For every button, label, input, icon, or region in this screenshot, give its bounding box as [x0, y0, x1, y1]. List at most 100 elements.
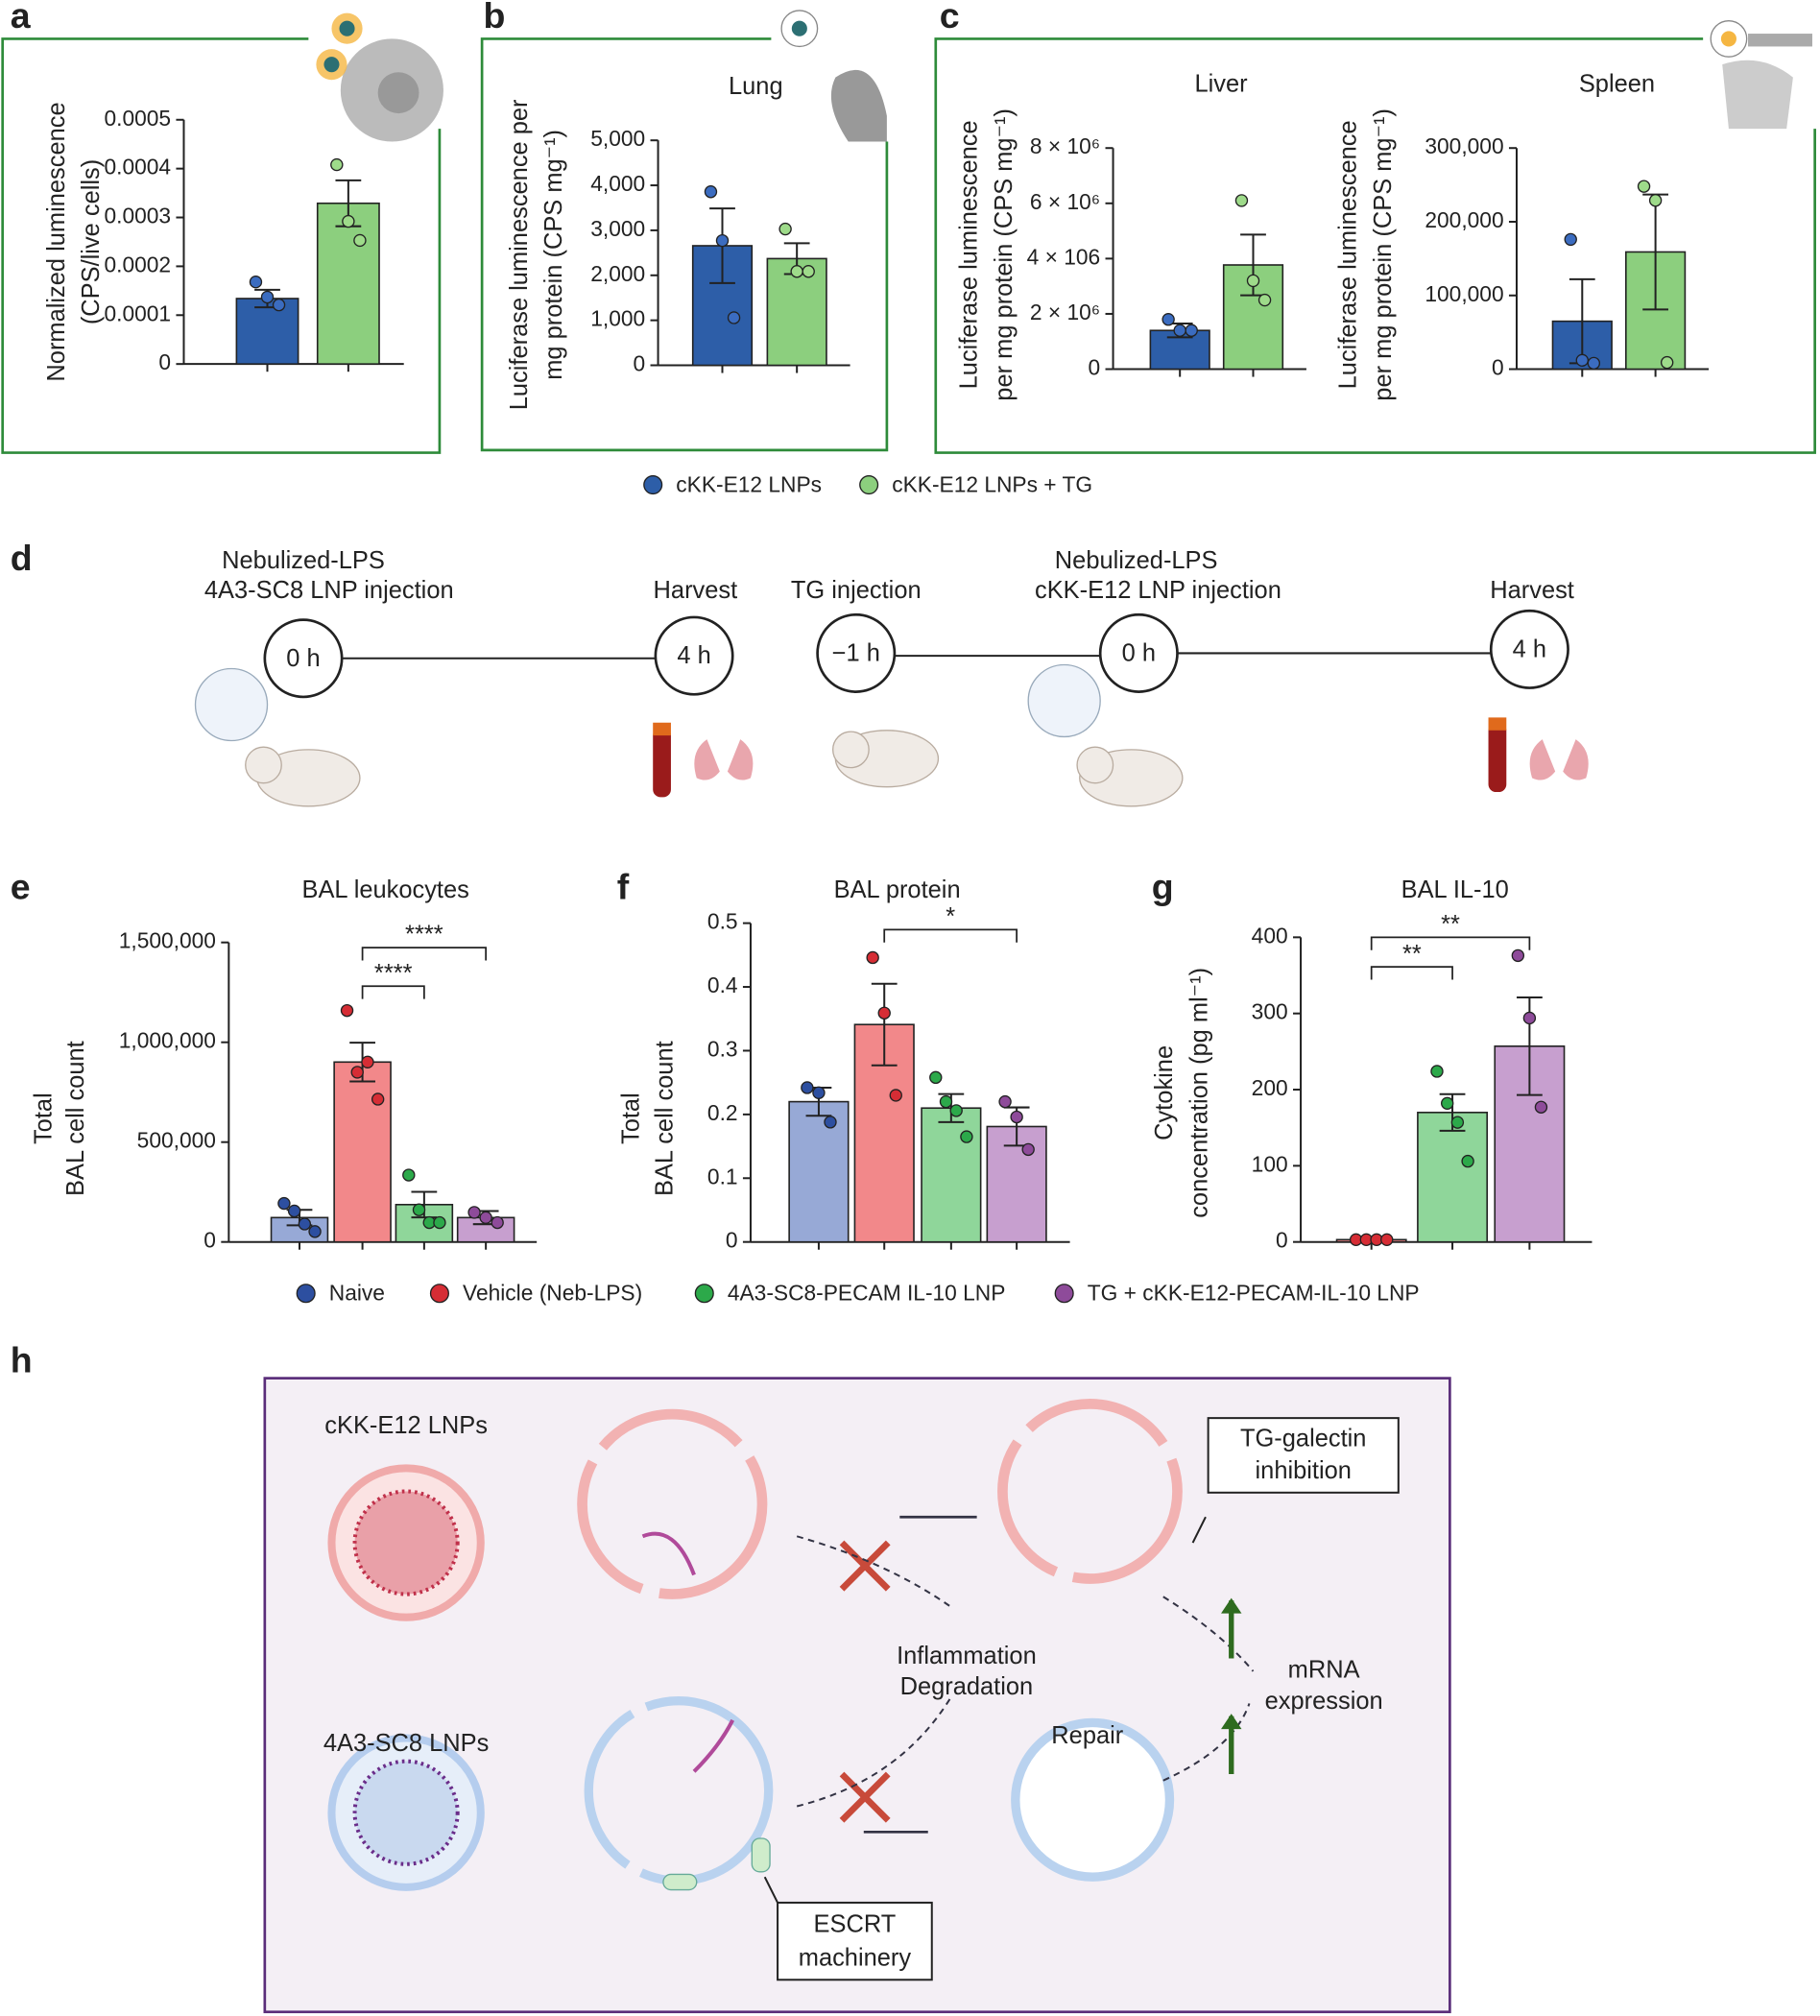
y-tick-label: 0.0003: [104, 204, 171, 228]
panel-label: c: [940, 0, 960, 36]
significance-bracket: [1370, 936, 1531, 950]
data-point: [342, 214, 355, 228]
chart-title: BAL leukocytes: [301, 876, 468, 903]
box-label: machinery: [799, 1945, 912, 1972]
data-point: [330, 157, 344, 172]
box-label: inhibition: [1256, 1457, 1352, 1484]
legend-marker: [1054, 1284, 1074, 1304]
data-point: [277, 1196, 291, 1211]
bar: [788, 1100, 850, 1243]
chart-title: Liver: [1194, 70, 1248, 97]
panel-label: a: [11, 0, 32, 36]
y-tick-label: 1,000: [590, 306, 645, 331]
panel-label: b: [483, 0, 505, 36]
data-point: [812, 1086, 826, 1099]
data-point: [704, 185, 718, 199]
legend-label: cKK-E12 LNPs + TG: [892, 471, 1092, 496]
y-tick-label: 2,000: [590, 261, 645, 286]
data-point: [402, 1168, 416, 1182]
bar: [316, 202, 380, 365]
box-label: TG-galectin: [1240, 1426, 1366, 1452]
panel-label: h: [11, 1339, 33, 1380]
outcome-label: mRNA: [1288, 1657, 1360, 1684]
y-tick-label: 300: [1252, 999, 1288, 1024]
data-point: [1575, 353, 1589, 368]
data-point: [1161, 313, 1175, 326]
data-point: [467, 1206, 481, 1219]
error-bar: [871, 982, 898, 1067]
significance-label: ****: [405, 922, 443, 948]
y-tick-label: 3,000: [590, 216, 645, 241]
data-point: [272, 298, 286, 312]
data-point: [889, 1089, 902, 1102]
data-point: [1637, 180, 1651, 193]
data-point: [491, 1215, 504, 1230]
y-tick-label: 0.0005: [104, 106, 171, 131]
data-point: [1461, 1154, 1474, 1168]
data-point: [1511, 948, 1525, 963]
mechanism-illustration: [327, 1399, 1400, 1981]
data-point: [1564, 232, 1577, 247]
y-tick-label: 0.4: [707, 972, 738, 997]
y-tick-label: 6 × 10⁶: [1030, 189, 1100, 214]
data-point: [412, 1203, 426, 1216]
data-point: [298, 1217, 312, 1231]
data-point: [949, 1104, 963, 1117]
bar: [1149, 329, 1210, 371]
y-tick-label: 0.1: [707, 1164, 738, 1188]
data-point: [1234, 194, 1249, 207]
data-point: [866, 950, 879, 965]
y-tick-label: 400: [1252, 923, 1288, 948]
panel-frame: [480, 37, 889, 452]
event-header: TG injection: [791, 577, 922, 604]
timeline: [263, 609, 1569, 699]
data-point: [1257, 293, 1272, 307]
data-point: [790, 265, 803, 278]
y-tick-label: 100,000: [1425, 281, 1503, 306]
significance-label: ****: [374, 960, 413, 987]
data-point: [1021, 1142, 1035, 1157]
event-time: 4 h: [677, 642, 710, 669]
y-axis-label: BAL cell count: [62, 1041, 89, 1196]
y-axis-label: Total: [617, 1092, 644, 1144]
data-point: [801, 1081, 814, 1094]
legend-marker: [643, 474, 663, 495]
lnp-label: 4A3-SC8 LNPs: [323, 1730, 490, 1757]
data-point: [1522, 1011, 1537, 1025]
data-point: [939, 1094, 953, 1109]
legend-label: Vehicle (Neb-LPS): [463, 1281, 642, 1306]
data-point: [802, 265, 815, 278]
chart-title: BAL protein: [834, 876, 961, 903]
bar: [1494, 1045, 1566, 1243]
y-tick-label: 0.2: [707, 1100, 738, 1125]
outcome-label: Degradation: [900, 1673, 1034, 1700]
legend-marker: [859, 474, 879, 495]
data-point: [960, 1130, 973, 1143]
data-point: [350, 1066, 364, 1079]
significance-label: *: [946, 903, 955, 930]
event-header: Nebulized-LPS: [1055, 547, 1218, 574]
y-axis-label: (CPS/live cells): [78, 159, 105, 324]
y-tick-label: 0: [1492, 355, 1504, 380]
y-tick-label: 0.5: [707, 909, 738, 934]
event-time: 0 h: [1122, 639, 1156, 666]
event-header: cKK-E12 LNP injection: [1035, 577, 1281, 604]
data-point: [1430, 1065, 1444, 1078]
y-tick-label: 200,000: [1425, 207, 1503, 232]
data-point: [877, 1006, 891, 1020]
legend-label: TG + cKK-E12-PECAM-IL-10 LNP: [1088, 1281, 1420, 1306]
outcome-label: Repair: [1051, 1722, 1123, 1749]
significance-bracket: [883, 928, 1018, 943]
y-axis-label: per mg protein (CPS mg⁻¹): [991, 108, 1018, 401]
y-axis-label: mg protein (CPS mg⁻¹): [540, 130, 567, 380]
significance-bracket: [1370, 966, 1453, 980]
significance-bracket: [361, 985, 425, 999]
y-tick-label: 0: [1276, 1228, 1288, 1253]
data-point: [1660, 355, 1674, 370]
legend-label: Naive: [329, 1281, 385, 1306]
data-point: [1648, 194, 1663, 207]
chart-title: Spleen: [1579, 70, 1655, 97]
panel-frame: [934, 37, 1816, 454]
y-tick-label: 1,500,000: [119, 928, 216, 953]
